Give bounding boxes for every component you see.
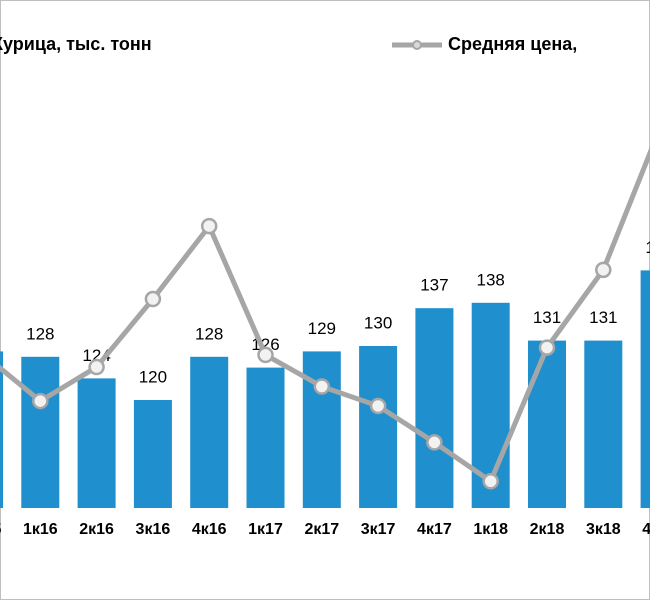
bar (21, 356, 60, 508)
line-marker (200, 217, 218, 235)
x-tick-label: 2к18 (530, 521, 565, 538)
x-tick-label: 4к16 (192, 521, 227, 538)
x-tick-label: 4к17 (417, 521, 452, 538)
line-marker (313, 378, 331, 395)
x-tick-label: 3к16 (136, 521, 171, 538)
line-marker (88, 358, 105, 376)
x-tick-label: 3к17 (361, 521, 396, 538)
x-tick-label: 1к17 (248, 521, 283, 538)
value-label: 128 (195, 324, 223, 343)
value-label: 120 (139, 367, 167, 386)
x-tick-label: 1к16 (23, 521, 58, 538)
bar (133, 400, 172, 508)
x-tick-label: 2к16 (79, 521, 114, 538)
x-tick-label: 4к15 (0, 521, 1, 538)
line-marker (257, 346, 274, 364)
line-marker (426, 434, 443, 451)
value-label: 131 (533, 308, 561, 327)
line-marker (595, 261, 612, 279)
bar (584, 340, 623, 508)
bar (415, 308, 454, 508)
value-label: 130 (364, 313, 392, 332)
line-marker (482, 473, 499, 490)
bar (302, 351, 341, 508)
bar (0, 351, 3, 508)
legend-label: Средняя цена, (448, 34, 577, 54)
value-label: 131 (589, 308, 617, 327)
value-label: 137 (420, 276, 448, 295)
x-tick-label: 2к17 (304, 521, 339, 538)
line-marker (538, 339, 556, 356)
value-label: 138 (477, 270, 505, 289)
value-label: 128 (26, 324, 54, 343)
line-marker (144, 290, 162, 308)
x-tick-label: 3к18 (586, 521, 621, 538)
bar (640, 270, 650, 508)
value-label: 129 (308, 319, 336, 338)
x-tick-label: 1к18 (473, 521, 508, 538)
bar (528, 340, 566, 508)
legend: Курица, тыс. тонн Средняя цена, (0, 34, 577, 54)
bar (246, 367, 285, 508)
legend-marker (412, 40, 422, 50)
line-marker (32, 392, 49, 410)
bar (359, 346, 398, 508)
legend-label: Курица, тыс. тонн (0, 34, 152, 54)
x-tick-label: 4к18 (642, 521, 650, 538)
value-label: 144 (645, 238, 650, 257)
bar (190, 356, 229, 508)
bar (77, 378, 116, 508)
line-marker (369, 397, 387, 415)
